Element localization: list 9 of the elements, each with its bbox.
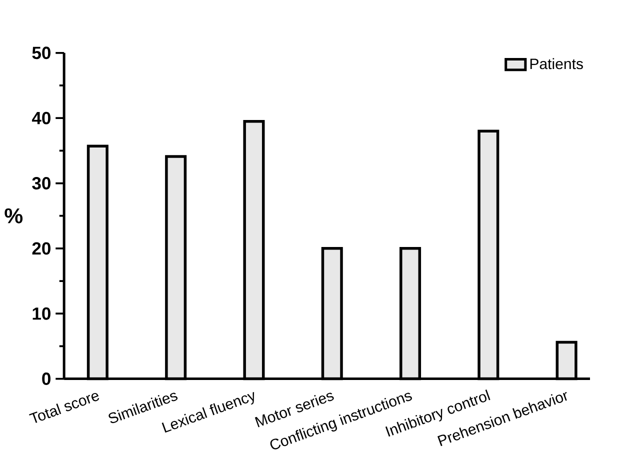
legend-label: Patients — [530, 58, 583, 70]
y-tick-label: 40 — [32, 112, 50, 124]
y-tick-label: 10 — [32, 307, 50, 320]
y-tick-label: 20 — [32, 242, 50, 254]
x-tick-label: Total score — [29, 392, 100, 423]
y-axis-title: % — [4, 208, 23, 224]
y-tick-label: 50 — [32, 46, 50, 59]
y-tick-label: 0 — [42, 372, 50, 385]
y-tick-label: 30 — [32, 176, 50, 190]
